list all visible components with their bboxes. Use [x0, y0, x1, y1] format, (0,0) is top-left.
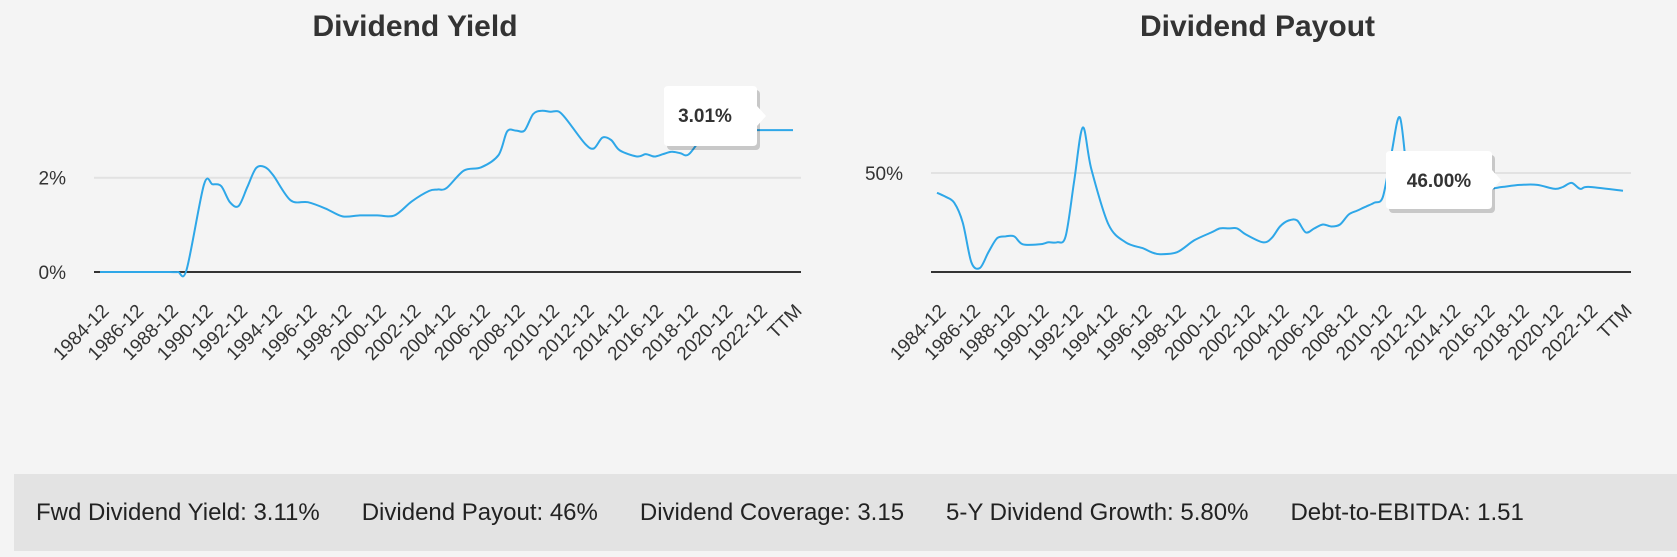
y-tick-label: 0%	[39, 263, 67, 284]
value-tooltip: 46.00%	[1386, 151, 1501, 213]
value-tooltip: 3.01%	[664, 86, 766, 150]
x-tick-label: TTM	[764, 301, 806, 343]
x-tick-label: TTM	[1594, 301, 1636, 343]
debt-to-ebitda-stat: Debt-to-EBITDA: 1.51	[1290, 498, 1524, 526]
chart-title: Dividend Payout	[1139, 10, 1376, 43]
y-tick-label: 50%	[865, 164, 903, 185]
y-tick-label: 2%	[39, 169, 67, 190]
dividend-yield-chart: Dividend Yield 0% 2% 1984-12 1986-12 1988-12…	[0, 0, 830, 440]
chart-title: Dividend Yield	[312, 10, 518, 43]
dividend-yield-plot: 0%2%1984-121986-121988-121990-121992-121…	[39, 86, 807, 365]
series-line	[936, 116, 1624, 270]
fwd-dividend-yield-stat: Fwd Dividend Yield: 3.11%	[36, 498, 320, 526]
tooltip-value: 46.00%	[1407, 171, 1472, 192]
dividend-payout-plot: 50%1984-121986-121988-121990-121992-1219…	[865, 116, 1637, 365]
series-line	[100, 109, 793, 278]
dividend-growth-stat: 5-Y Dividend Growth: 5.80%	[946, 498, 1249, 526]
dividend-payout-chart: Dividend Payout 50% 1984-12 1986-12 1988-12…	[838, 0, 1677, 440]
dividend-payout-stat: Dividend Payout: 46%	[361, 498, 598, 526]
dividend-stats-bar: Fwd Dividend Yield: 3.11% Dividend Payou…	[14, 474, 1677, 551]
tooltip-value: 3.01%	[678, 106, 732, 127]
dividend-coverage-stat: Dividend Coverage: 3.15	[639, 498, 905, 526]
